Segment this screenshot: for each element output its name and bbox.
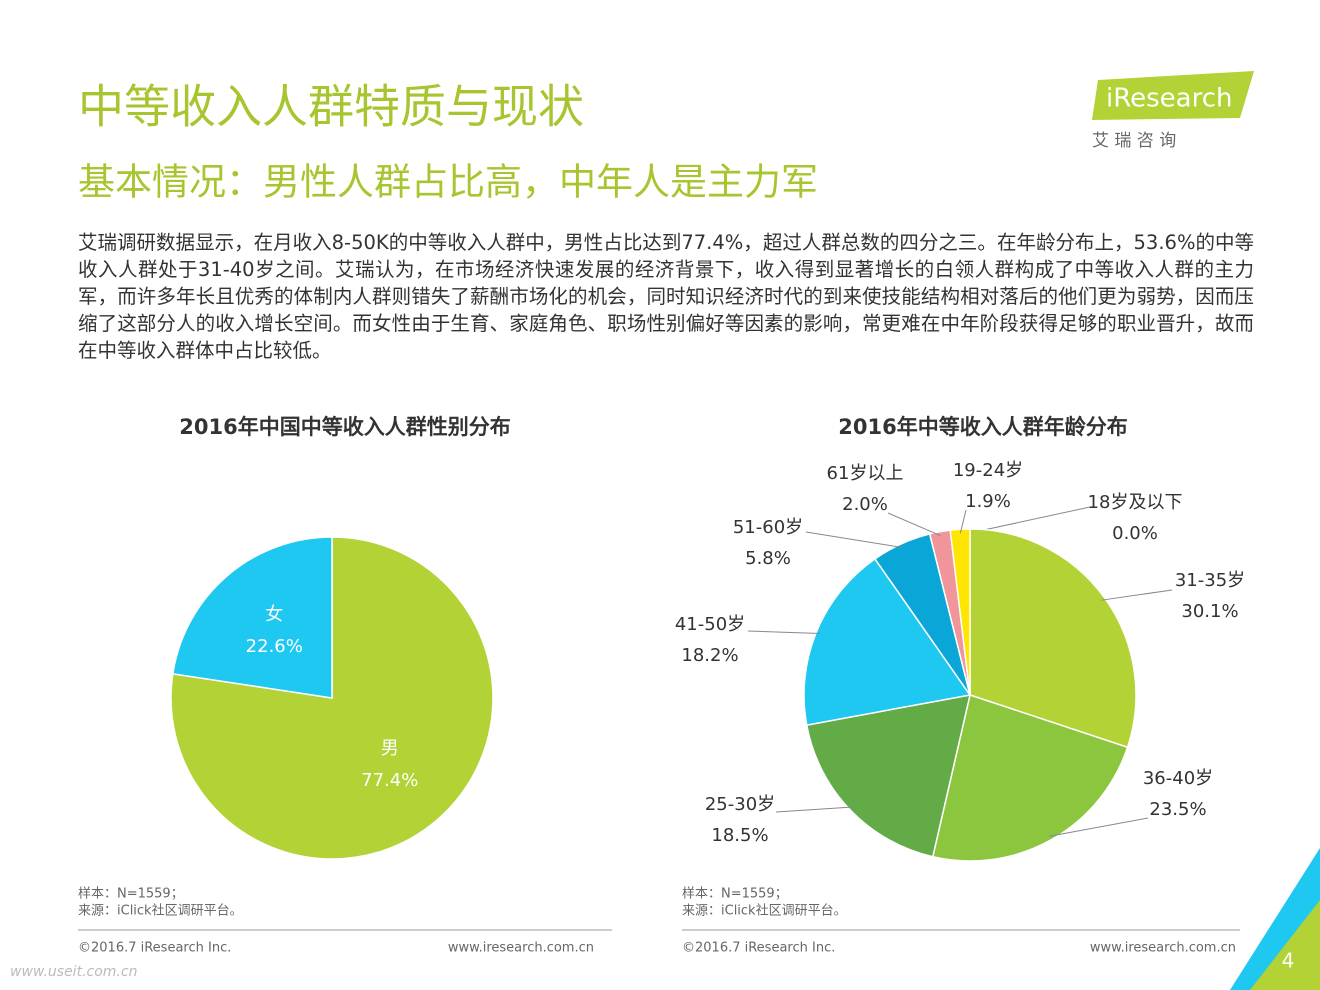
footer-note: 样本：N=1559； bbox=[682, 887, 788, 902]
leader-line bbox=[747, 630, 821, 634]
chart-title: 2016年中等收入人群年龄分布 bbox=[838, 415, 1127, 439]
slice-value: 18.2% bbox=[681, 645, 738, 666]
leader-line bbox=[959, 509, 967, 534]
logo-bg bbox=[1092, 71, 1254, 120]
leader-line bbox=[887, 512, 941, 537]
url: www.iresearch.com.cn bbox=[448, 941, 594, 956]
pie-slice bbox=[969, 528, 1137, 749]
slice-value: 1.9% bbox=[965, 491, 1011, 512]
pie-slice bbox=[931, 694, 1129, 862]
body-text: 艾瑞调研数据显示，在月收入8-50K的中等收入人群中，男性占比达到77.4%，超… bbox=[78, 231, 1255, 362]
pie-slice bbox=[949, 528, 971, 696]
slice-value: 22.6% bbox=[246, 636, 303, 657]
slice-value: 77.4% bbox=[361, 770, 418, 791]
slide-subtitle: 基本情况：男性人群占比高，中年人是主力军 bbox=[78, 161, 818, 204]
slice-name: 男 bbox=[381, 738, 399, 759]
footer-note: 样本：N=1559； bbox=[78, 887, 184, 902]
slice-value: 30.1% bbox=[1181, 601, 1238, 622]
corner-deco bbox=[1250, 900, 1320, 990]
slice-name: 19-24岁 bbox=[953, 460, 1023, 481]
footer-note: 来源：iClick社区调研平台。 bbox=[682, 903, 847, 919]
pie-slice bbox=[803, 557, 972, 726]
slice-value: 5.8% bbox=[745, 548, 791, 569]
slice-name: 41-50岁 bbox=[675, 614, 745, 635]
logo-brand: iResearch bbox=[1106, 84, 1232, 114]
slice-name: 18岁及以下 bbox=[1088, 492, 1183, 513]
slice-value: 2.0% bbox=[842, 494, 888, 515]
leader-line bbox=[805, 531, 903, 549]
slice-name: 51-60岁 bbox=[733, 517, 803, 538]
slice-name: 61岁以上 bbox=[827, 463, 904, 484]
watermark: www.useit.com.cn bbox=[10, 964, 137, 980]
logo-cn: 艾 瑞 咨 询 bbox=[1092, 131, 1176, 151]
leader-line bbox=[1101, 589, 1173, 601]
copyright: ©2016.7 iResearch Inc. bbox=[682, 941, 835, 956]
slice-name: 25-30岁 bbox=[705, 794, 775, 815]
slice-value: 18.5% bbox=[711, 825, 768, 846]
slice-value: 23.5% bbox=[1149, 799, 1206, 820]
footer-note: 来源：iClick社区调研平台。 bbox=[78, 903, 243, 919]
slice-value: 0.0% bbox=[1112, 523, 1158, 544]
slice-name: 31-35岁 bbox=[1175, 570, 1245, 591]
page-number: 4 bbox=[1282, 949, 1295, 973]
copyright: ©2016.7 iResearch Inc. bbox=[78, 941, 231, 956]
slide-title: 中等收入人群特质与现状 bbox=[78, 80, 584, 134]
chart-title: 2016年中国中等收入人群性别分布 bbox=[179, 415, 510, 439]
leader-line bbox=[1049, 817, 1149, 837]
url: www.iresearch.com.cn bbox=[1090, 941, 1236, 956]
slice-name: 36-40岁 bbox=[1143, 768, 1213, 789]
pie-slice bbox=[805, 694, 971, 858]
slice-name: 女 bbox=[265, 604, 283, 625]
leader-line bbox=[775, 806, 853, 813]
leader-line bbox=[969, 506, 1091, 534]
pie-slice bbox=[171, 536, 333, 699]
